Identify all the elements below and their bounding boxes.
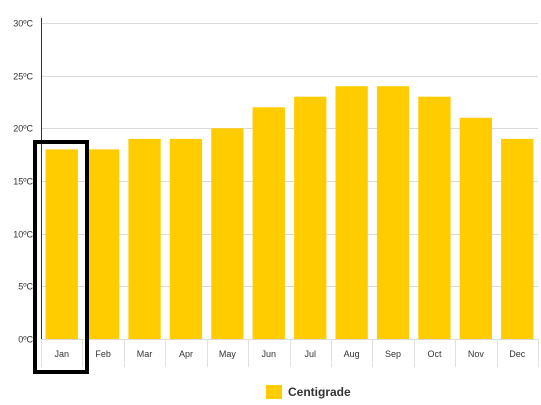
x-tick-label-jun: Jun	[262, 349, 277, 359]
x-tick-label-jul: Jul	[304, 349, 316, 359]
y-tick-label: 15ºC	[13, 177, 33, 187]
y-axis-tick-labels: 0ºC 5ºC 10ºC 15ºC 20ºC 25ºC 30ºC	[13, 19, 33, 345]
x-axis-tick-labels: Jan Feb Mar Apr May Jun Jul Aug Sep Oct Nov Dec	[54, 349, 525, 359]
y-tick-label: 5ºC	[18, 282, 33, 292]
x-tick-label-may: May	[219, 349, 237, 359]
bar-mar	[128, 138, 161, 339]
x-tick-label-feb: Feb	[95, 349, 111, 359]
bar-apr	[169, 138, 203, 339]
legend: Centigrade	[266, 385, 351, 399]
bar-aug	[335, 86, 368, 339]
x-tick-label-dec: Dec	[509, 349, 526, 359]
x-tick-label-sep: Sep	[385, 349, 401, 359]
bar-jan	[45, 149, 78, 339]
y-tick-label: 20ºC	[13, 124, 33, 134]
bar-may	[211, 128, 244, 339]
y-tick-label: 25ºC	[13, 72, 33, 82]
legend-swatch	[266, 385, 282, 399]
bar-jul	[294, 96, 327, 339]
x-tick-label-nov: Nov	[468, 349, 485, 359]
grid-lines	[41, 18, 539, 367]
bar-sep	[376, 86, 410, 339]
x-tick-label-oct: Oct	[427, 349, 442, 359]
bar-oct	[418, 96, 451, 339]
legend-label-centigrade: Centigrade	[288, 385, 351, 399]
x-tick-label-aug: Aug	[344, 349, 360, 359]
x-tick-label-apr: Apr	[179, 349, 193, 359]
bar-jun	[252, 107, 285, 339]
y-tick-label: 30ºC	[13, 19, 33, 29]
bar-dec	[501, 138, 534, 339]
highlight-box-jan	[33, 140, 89, 374]
x-tick-label-jan: Jan	[54, 349, 69, 359]
bars	[45, 86, 534, 339]
y-tick-label: 10ºC	[13, 230, 33, 240]
x-tick-label-mar: Mar	[137, 349, 153, 359]
y-tick-label: 0ºC	[18, 335, 33, 345]
bar-feb	[87, 149, 120, 339]
bar-nov	[459, 117, 492, 339]
highlight-box-layer	[33, 140, 89, 374]
